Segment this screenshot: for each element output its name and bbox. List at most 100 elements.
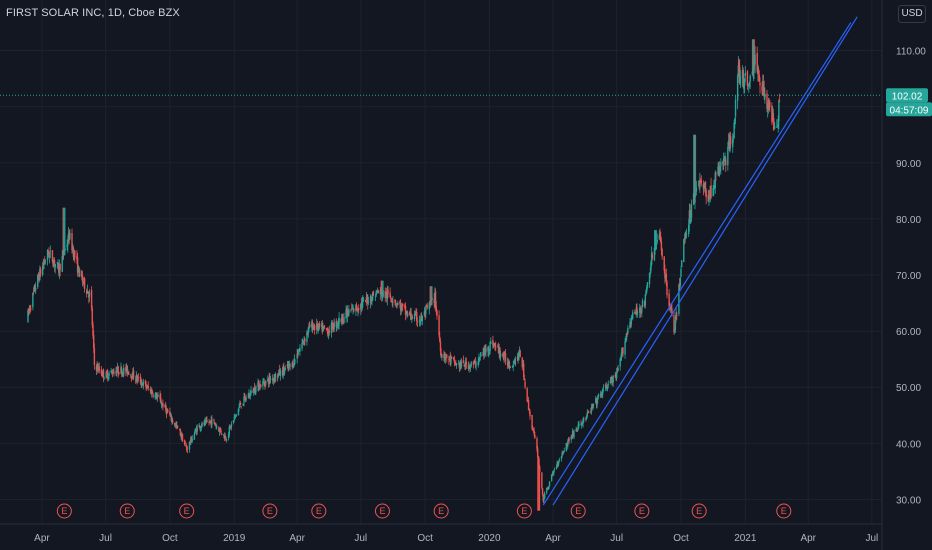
candle-body bbox=[558, 459, 561, 461]
candle-body bbox=[327, 331, 330, 337]
earnings-marker[interactable]: E bbox=[262, 503, 278, 519]
candle bbox=[450, 354, 452, 366]
candle-body bbox=[88, 291, 91, 297]
candle bbox=[29, 305, 31, 314]
candle-body bbox=[503, 353, 505, 359]
candle-body bbox=[240, 406, 242, 408]
candle-body bbox=[729, 138, 731, 152]
candle-body bbox=[485, 347, 487, 353]
candle bbox=[651, 251, 654, 261]
earnings-marker[interactable]: E bbox=[691, 503, 707, 519]
candle-body bbox=[605, 384, 607, 389]
candle bbox=[220, 433, 223, 436]
candle bbox=[615, 367, 618, 382]
candle bbox=[531, 414, 533, 431]
candle-body bbox=[64, 248, 66, 251]
symbol-title[interactable]: FIRST SOLAR INC, 1D, Cboe BZX bbox=[6, 7, 180, 19]
price-tick-label: 70.00 bbox=[896, 271, 921, 282]
earnings-marker[interactable]: E bbox=[516, 503, 532, 519]
candle bbox=[361, 296, 363, 311]
candle-body bbox=[81, 275, 84, 282]
earnings-marker[interactable]: E bbox=[119, 503, 135, 519]
candle-body bbox=[675, 312, 677, 319]
candle bbox=[610, 376, 612, 386]
earnings-marker[interactable]: E bbox=[56, 503, 72, 519]
candle bbox=[289, 363, 291, 371]
earnings-marker[interactable]: E bbox=[634, 503, 650, 519]
earnings-marker[interactable]: E bbox=[433, 503, 449, 519]
candle-body bbox=[453, 358, 456, 363]
earnings-marker[interactable]: E bbox=[570, 503, 586, 519]
candle-body bbox=[624, 341, 626, 355]
candle bbox=[406, 310, 409, 317]
candle-body bbox=[402, 303, 404, 306]
candle-body bbox=[83, 278, 86, 289]
candle-body bbox=[333, 322, 335, 329]
candle-body bbox=[416, 312, 418, 321]
candle bbox=[323, 325, 326, 330]
candle-body bbox=[435, 306, 437, 312]
candle-body bbox=[526, 388, 528, 402]
candle bbox=[660, 231, 662, 244]
candle-body bbox=[234, 414, 237, 417]
candle-body bbox=[777, 119, 779, 127]
candle bbox=[225, 438, 228, 443]
candle-body bbox=[548, 486, 550, 489]
candle-body bbox=[644, 294, 647, 306]
candle-body bbox=[196, 426, 198, 432]
candle-body bbox=[37, 274, 39, 288]
candle bbox=[367, 294, 369, 310]
candle-body bbox=[616, 370, 619, 373]
candle-body bbox=[694, 193, 697, 195]
candle-body bbox=[734, 118, 736, 121]
earnings-marker[interactable]: E bbox=[311, 503, 327, 519]
earnings-marker[interactable]: E bbox=[776, 503, 792, 519]
candle-body bbox=[705, 190, 707, 198]
candle-body bbox=[200, 426, 203, 429]
candle bbox=[411, 314, 414, 320]
candle-body bbox=[499, 353, 502, 357]
earnings-marker[interactable]: E bbox=[374, 503, 390, 519]
candle-body bbox=[175, 424, 177, 426]
currency-badge[interactable]: USD bbox=[898, 5, 926, 23]
candle-body bbox=[729, 135, 732, 145]
earnings-label: E bbox=[379, 506, 385, 516]
candle-body bbox=[169, 414, 172, 416]
candle-body bbox=[665, 273, 668, 282]
candle-body bbox=[450, 358, 452, 364]
candle bbox=[773, 121, 776, 130]
candle-body bbox=[411, 317, 414, 319]
candle-body bbox=[499, 347, 501, 357]
candle bbox=[568, 436, 570, 445]
candle-body bbox=[397, 302, 399, 306]
candle-body bbox=[429, 301, 432, 305]
candle-body bbox=[519, 350, 521, 357]
candle-body bbox=[553, 469, 556, 471]
candle bbox=[560, 455, 563, 462]
candle-body bbox=[116, 371, 118, 373]
candle-body bbox=[235, 414, 238, 416]
candle bbox=[264, 380, 267, 388]
candle bbox=[304, 337, 306, 346]
candle bbox=[106, 368, 109, 382]
candle bbox=[91, 305, 93, 329]
candle bbox=[744, 66, 747, 83]
candle-body bbox=[156, 396, 159, 399]
candle bbox=[392, 296, 394, 308]
candle-body bbox=[130, 374, 132, 376]
candle bbox=[680, 265, 682, 278]
candle bbox=[474, 357, 477, 369]
candle-body bbox=[62, 250, 65, 255]
candle-body bbox=[581, 422, 583, 426]
candle-body bbox=[767, 100, 770, 110]
earnings-marker[interactable]: E bbox=[179, 503, 195, 519]
candle bbox=[590, 403, 593, 415]
candle-body bbox=[615, 372, 618, 379]
candle-body bbox=[744, 72, 747, 76]
candle bbox=[76, 252, 79, 277]
candle bbox=[194, 428, 196, 435]
candle-body bbox=[362, 298, 365, 300]
candle-body bbox=[560, 456, 563, 459]
candle-body bbox=[763, 88, 765, 97]
